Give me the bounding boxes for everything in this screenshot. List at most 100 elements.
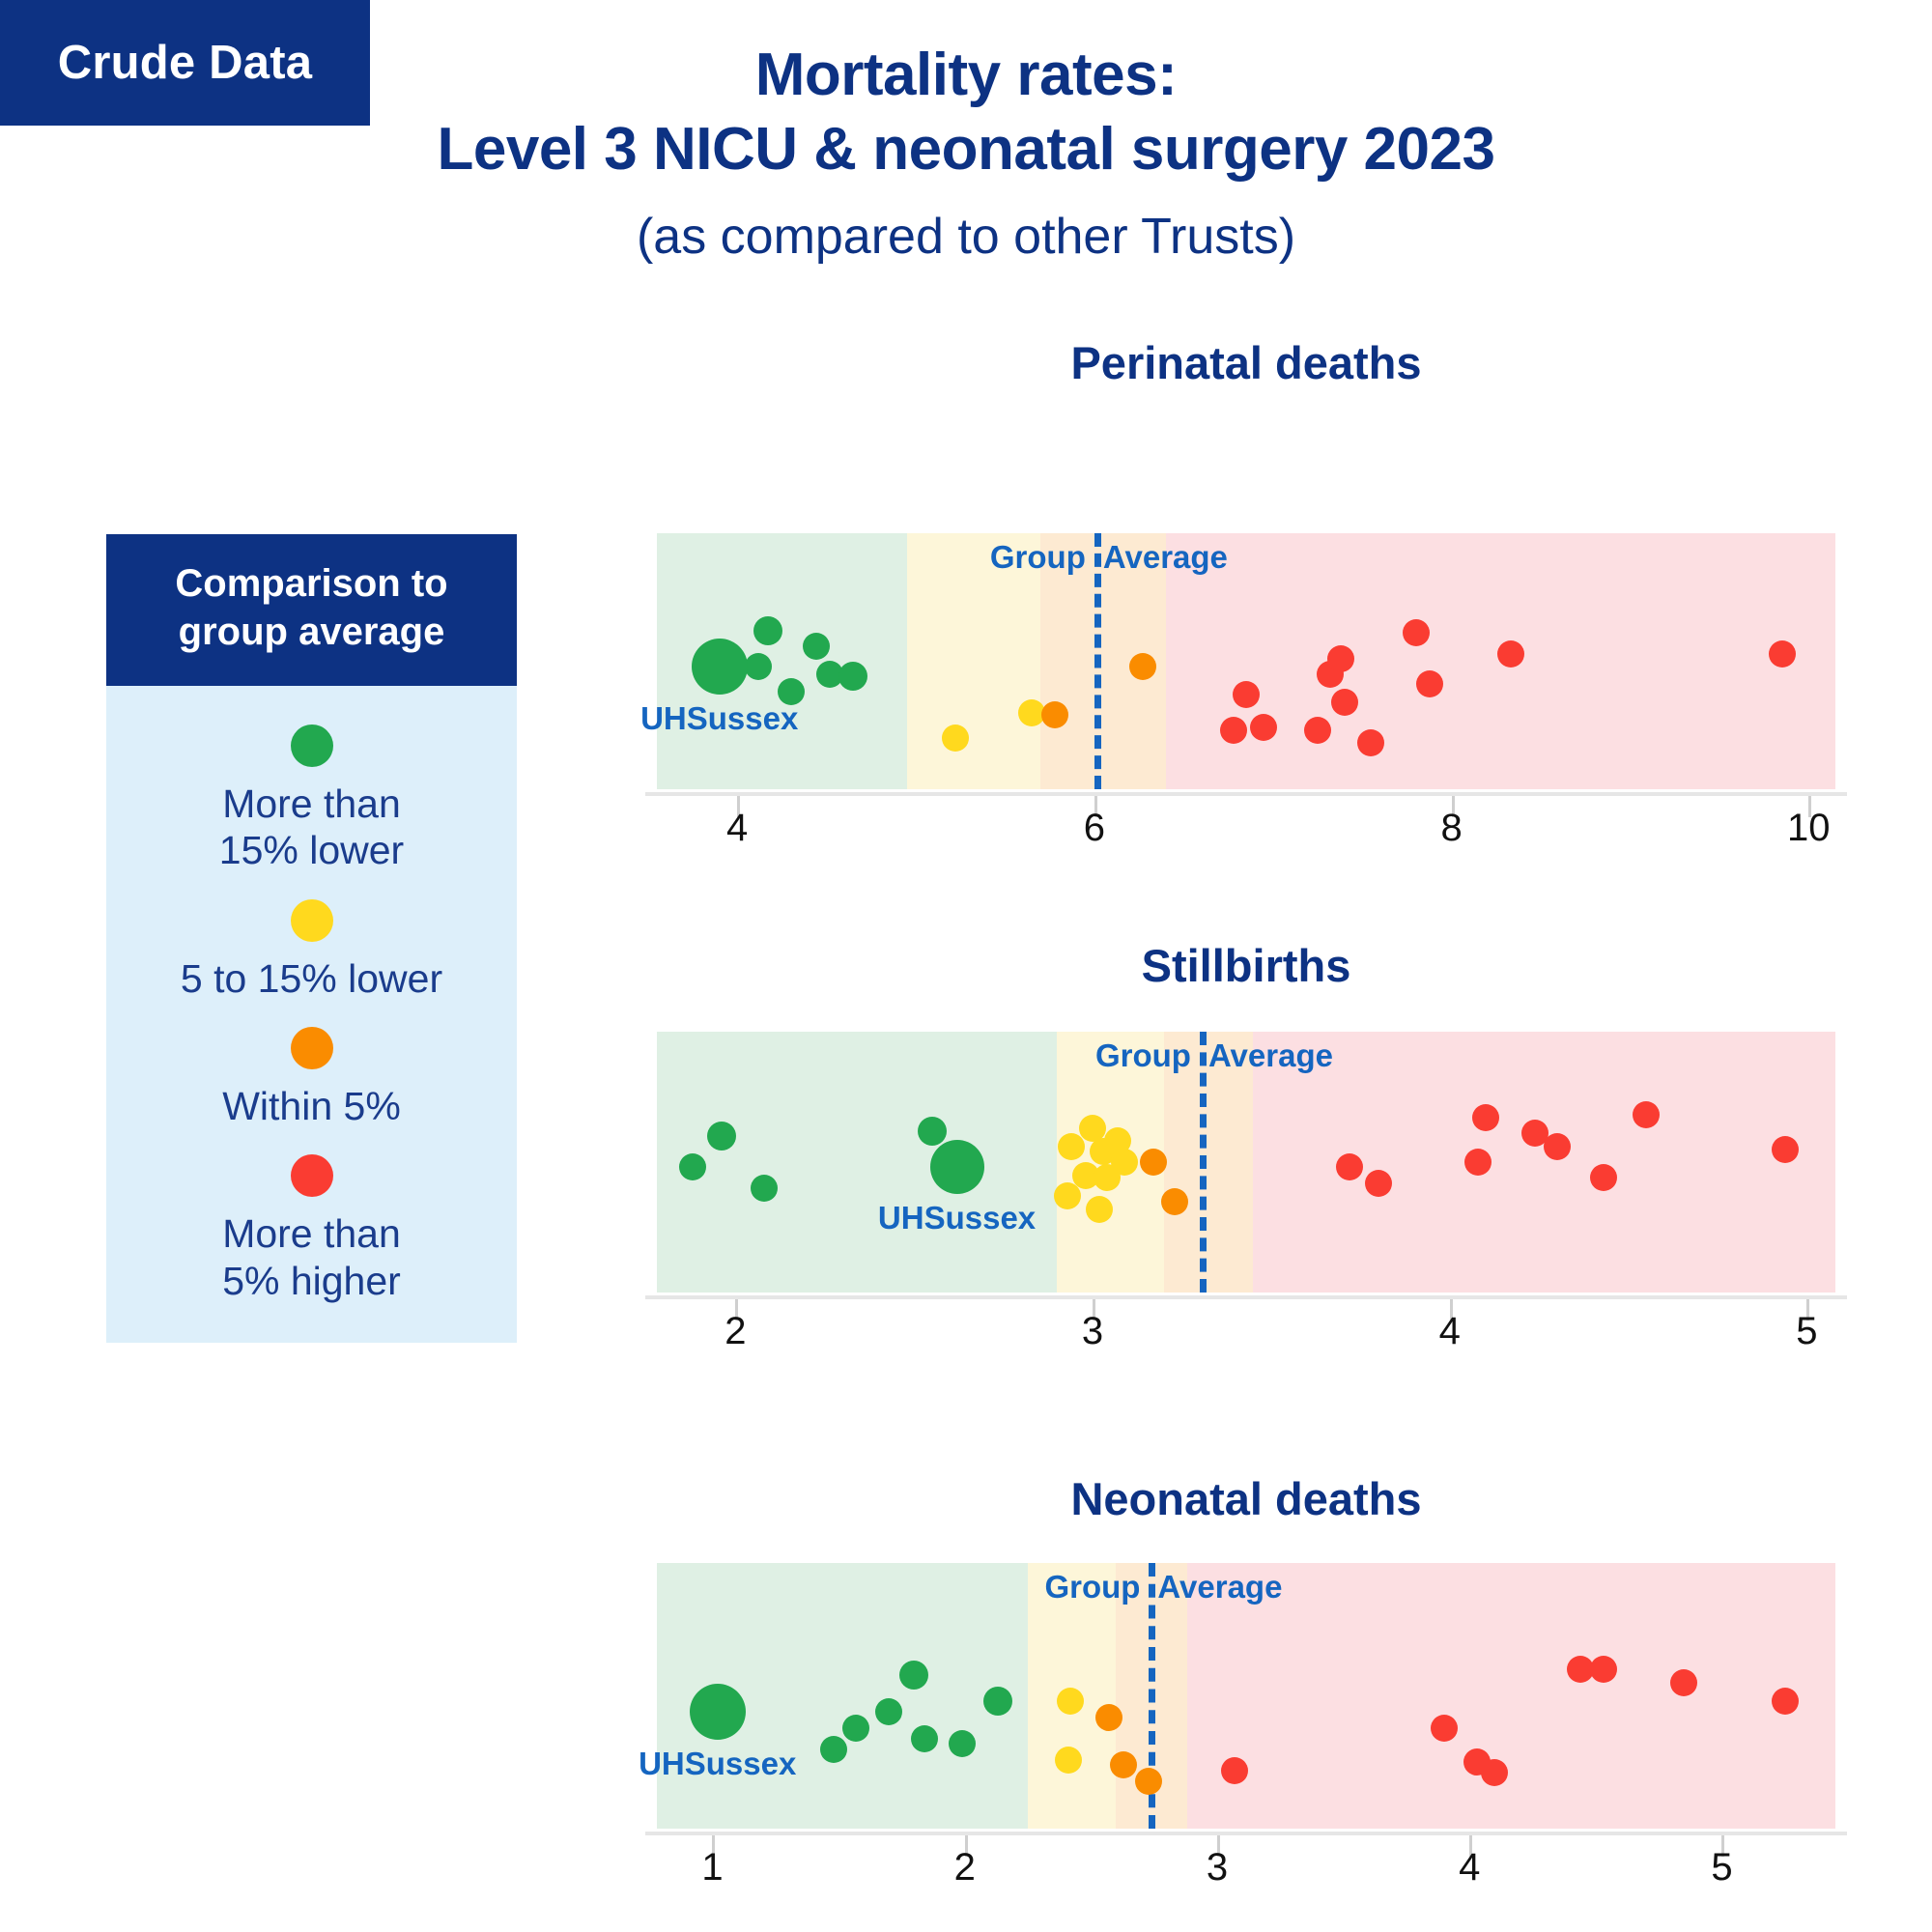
x-axis-line (645, 792, 1847, 796)
x-axis-line (645, 1832, 1847, 1835)
uhsussex-data-point[interactable] (691, 638, 748, 695)
data-point[interactable] (1326, 644, 1354, 672)
data-point[interactable] (982, 1687, 1012, 1716)
data-point[interactable] (949, 1730, 977, 1757)
x-axis-tick (1093, 1299, 1096, 1321)
title-line-2: Level 3 NICU & neonatal surgery 2023 (437, 115, 1495, 183)
data-point[interactable] (1221, 1756, 1249, 1784)
data-point[interactable] (1054, 1182, 1082, 1210)
data-point[interactable] (1041, 701, 1069, 729)
plot-area (657, 1563, 1835, 1829)
data-point[interactable] (941, 724, 969, 752)
data-point[interactable] (802, 632, 830, 660)
data-point[interactable] (1057, 1688, 1085, 1715)
data-point[interactable] (1018, 698, 1046, 726)
legend-swatch-dot (290, 1154, 333, 1198)
data-point[interactable] (1772, 1135, 1800, 1163)
data-point[interactable] (1481, 1759, 1509, 1787)
x-axis-tick (737, 796, 741, 817)
data-point[interactable] (1111, 1149, 1139, 1176)
legend-swatch-dot (290, 724, 333, 767)
performance-band (1186, 1563, 1835, 1829)
data-point[interactable] (1161, 1187, 1189, 1215)
performance-band (906, 533, 1041, 789)
page-subtitle: (as compared to other Trusts) (636, 208, 1296, 265)
x-axis-tick-label: 4 (1438, 1310, 1461, 1352)
data-point[interactable] (1220, 717, 1248, 745)
legend-item-label: More than 5% higher (222, 1211, 401, 1303)
data-point[interactable] (1496, 639, 1524, 668)
group-average-label-left: Group (1044, 1569, 1141, 1605)
data-point[interactable] (1233, 680, 1260, 708)
data-point[interactable] (1128, 652, 1156, 680)
x-axis-line (645, 1295, 1847, 1299)
legend-item-label: 5 to 15% lower (180, 955, 443, 1001)
data-point[interactable] (1250, 714, 1278, 742)
data-point[interactable] (917, 1116, 947, 1146)
data-point[interactable] (706, 1122, 736, 1151)
data-point[interactable] (750, 1175, 778, 1202)
plot-area (657, 1032, 1835, 1293)
x-axis-tick (735, 1299, 739, 1321)
data-point[interactable] (1670, 1668, 1698, 1696)
data-point[interactable] (1589, 1656, 1617, 1683)
legend-item-label: More than 15% lower (218, 781, 405, 873)
group-average-label-right: Average (1102, 539, 1228, 575)
data-point[interactable] (1768, 639, 1796, 668)
data-point[interactable] (1567, 1656, 1595, 1683)
data-point[interactable] (1464, 1149, 1492, 1176)
data-point[interactable] (1357, 729, 1385, 757)
data-point[interactable] (1364, 1169, 1392, 1197)
x-axis-tick-label: 4 (726, 807, 749, 849)
data-point[interactable] (1589, 1164, 1617, 1192)
legend-item: More than 15% lower (118, 724, 505, 874)
x-axis-tick-label: 1 (701, 1846, 724, 1889)
data-point[interactable] (1471, 1104, 1499, 1132)
data-point[interactable] (819, 1735, 847, 1763)
data-point[interactable] (899, 1660, 929, 1690)
data-point[interactable] (745, 652, 773, 680)
chart-title: Perinatal deaths (1070, 337, 1422, 388)
uhsussex-data-point[interactable] (689, 1684, 746, 1740)
data-point[interactable] (1079, 1114, 1107, 1142)
data-point[interactable] (1094, 1703, 1122, 1731)
legend-swatch-dot (290, 898, 333, 942)
group-average-line (1149, 1563, 1156, 1829)
data-point[interactable] (910, 1724, 938, 1752)
data-point[interactable] (1139, 1149, 1167, 1176)
data-point[interactable] (1402, 619, 1430, 647)
x-axis-tick (1451, 796, 1455, 817)
data-point[interactable] (842, 1714, 870, 1742)
data-point[interactable] (1330, 688, 1358, 716)
performance-band (1163, 1032, 1254, 1293)
data-point[interactable] (1135, 1767, 1163, 1795)
x-axis-tick (1094, 796, 1097, 817)
data-point[interactable] (1416, 670, 1444, 698)
uhsussex-data-point[interactable] (929, 1140, 984, 1195)
group-average-label-right: Average (1157, 1569, 1283, 1605)
data-point[interactable] (1054, 1746, 1082, 1774)
data-point[interactable] (875, 1698, 903, 1725)
data-point[interactable] (777, 678, 805, 706)
x-axis-tick-label: 6 (1083, 807, 1105, 849)
data-point[interactable] (1086, 1195, 1114, 1223)
data-point[interactable] (1633, 1101, 1661, 1129)
group-average-line (1199, 1032, 1207, 1293)
data-point[interactable] (1431, 1714, 1459, 1742)
data-point[interactable] (1543, 1132, 1571, 1160)
data-point[interactable] (1336, 1153, 1364, 1181)
data-point[interactable] (838, 662, 868, 692)
x-axis-tick (964, 1835, 968, 1857)
data-point[interactable] (678, 1153, 706, 1181)
data-point[interactable] (753, 615, 782, 645)
performance-band (657, 1032, 1058, 1293)
plot-area (657, 533, 1835, 789)
data-point[interactable] (1057, 1132, 1085, 1160)
x-axis-tick (1469, 1835, 1473, 1857)
data-point[interactable] (1110, 1751, 1138, 1778)
data-point[interactable] (1771, 1688, 1799, 1715)
data-point[interactable] (1303, 717, 1331, 745)
